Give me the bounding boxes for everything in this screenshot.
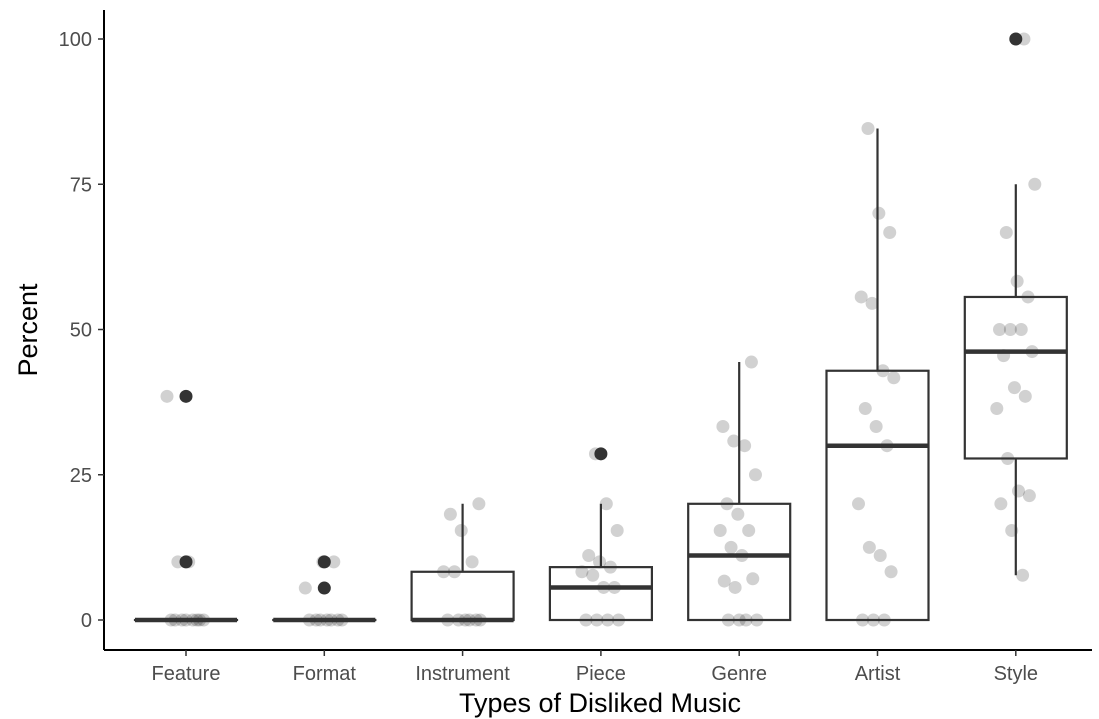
- x-tick-label: Style: [994, 663, 1038, 685]
- y-ticks-layer: 0 25 50 75 100: [59, 29, 104, 632]
- outlier-point: [594, 447, 608, 461]
- y-tick-label: 75: [70, 174, 92, 196]
- data-point: [744, 355, 758, 369]
- data-point: [861, 121, 875, 135]
- data-point: [869, 420, 883, 434]
- y-tick-label: 25: [70, 465, 92, 487]
- data-point: [865, 296, 879, 310]
- boxes-layer: [133, 128, 1068, 623]
- data-point: [994, 497, 1008, 511]
- data-point: [327, 555, 341, 569]
- data-point: [872, 206, 886, 220]
- data-point: [160, 389, 174, 403]
- data-point: [599, 497, 613, 511]
- data-point: [1010, 274, 1024, 288]
- data-point: [298, 581, 312, 595]
- y-tick-label: 0: [81, 610, 92, 632]
- box-iqr: [687, 502, 792, 622]
- x-tick-label: Artist: [855, 663, 901, 685]
- x-tick-label: Genre: [711, 663, 767, 685]
- y-tick-label: 100: [59, 29, 92, 51]
- data-point: [575, 565, 589, 579]
- outlier-point: [317, 555, 331, 569]
- data-point: [852, 497, 865, 511]
- outlier-point: [317, 581, 331, 595]
- data-point: [873, 549, 887, 563]
- data-point: [731, 507, 745, 521]
- y-tick-label: 50: [70, 320, 92, 342]
- x-ticks-layer: Feature Format Instrument Piece Genre Artist S…: [152, 650, 1038, 685]
- data-point: [1022, 489, 1036, 503]
- data-point: [716, 420, 730, 434]
- data-point: [887, 371, 901, 385]
- x-tick-label: Instrument: [415, 663, 510, 685]
- data-point: [862, 540, 876, 554]
- data-point: [1003, 323, 1017, 336]
- box-iqr: [963, 295, 1068, 460]
- data-point: [610, 524, 624, 538]
- data-point: [993, 323, 1007, 336]
- data-point: [746, 572, 760, 586]
- data-point: [999, 225, 1013, 239]
- data-point: [1007, 381, 1021, 395]
- outliers-layer: [179, 32, 1023, 595]
- data-point: [586, 568, 600, 582]
- data-point: [724, 540, 738, 554]
- data-point: [593, 555, 607, 569]
- x-tick-label: Feature: [152, 663, 221, 685]
- data-point: [717, 574, 731, 588]
- data-point: [582, 549, 596, 563]
- x-axis-title: Types of Disliked Music: [459, 688, 741, 718]
- data-point: [1018, 389, 1032, 403]
- data-point: [1028, 177, 1042, 191]
- box-iqr: [410, 570, 515, 622]
- data-point: [454, 524, 468, 538]
- data-point: [990, 402, 1004, 416]
- box-iqr: [548, 566, 654, 622]
- outlier-point: [1009, 32, 1023, 46]
- data-point: [1014, 323, 1028, 336]
- x-tick-label: Piece: [576, 663, 626, 685]
- data-point: [727, 434, 741, 448]
- data-point: [465, 555, 479, 569]
- data-point: [884, 565, 898, 579]
- outlier-point: [179, 389, 193, 403]
- data-point: [742, 524, 756, 538]
- data-point: [713, 524, 727, 538]
- data-point: [728, 580, 742, 594]
- axes-layer: [103, 10, 1092, 651]
- data-point: [472, 497, 486, 511]
- data-point: [443, 507, 457, 521]
- data-point: [883, 225, 897, 239]
- data-point: [748, 468, 762, 482]
- outlier-point: [179, 555, 193, 569]
- x-tick-label: Format: [293, 663, 357, 685]
- data-point: [738, 439, 752, 453]
- y-axis-title: Percent: [13, 283, 43, 377]
- box-iqr: [825, 369, 930, 622]
- data-point: [858, 402, 872, 416]
- data-point: [854, 290, 868, 304]
- data-point: [1016, 568, 1030, 582]
